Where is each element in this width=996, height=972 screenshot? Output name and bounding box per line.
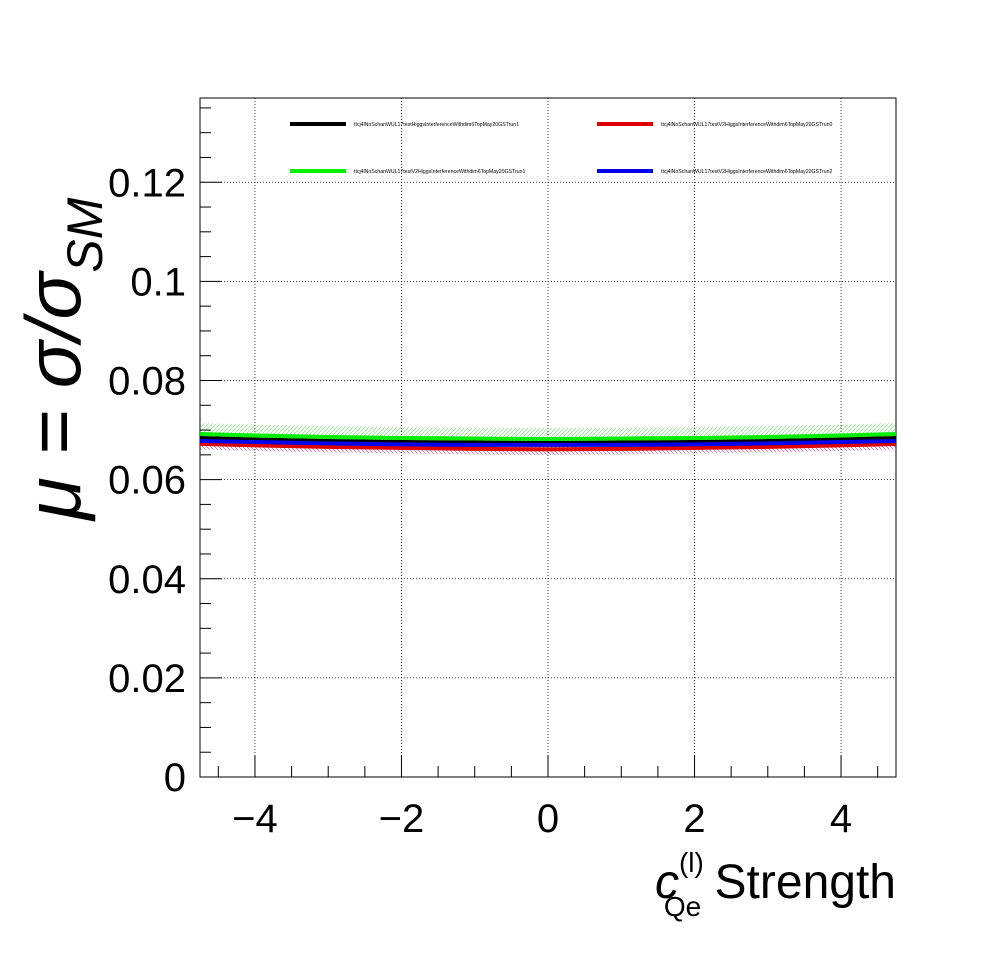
data-point [253,434,257,437]
data-point [327,445,330,449]
data-point [473,437,476,440]
data-point [200,439,202,443]
x-axis-title-main: c [655,856,679,909]
legend-label: ttcj4lNoSchanWUL17testV2HiggsInterferenc… [661,169,832,175]
data-point [200,442,202,446]
data-point [327,442,330,445]
x-tick-label: 4 [830,797,852,841]
legend-label: ttcj4lNoSchanWUL17testHiggsInterferenceW… [354,122,519,128]
data-point [473,447,476,451]
data-point [620,437,623,440]
data-point [894,439,896,443]
x-tick-label: 2 [683,797,705,841]
y-tick-label: 0.04 [108,558,186,602]
y-axis-title: μ = σ/σSM [9,197,113,522]
data-point [473,443,476,447]
y-tick-labels: 0 0.02 0.04 0.06 0.08 0.1 0.12 [108,161,186,800]
y-tick-label: 0.08 [108,360,186,404]
x-tick-label: 0 [537,797,559,841]
y-tick-label: 0.02 [108,657,186,701]
x-axis-title-superscript: (l) [679,847,704,878]
x-axis-title-suffix: Strength [701,856,896,909]
y-tick-label: 0 [164,756,186,800]
data-point [766,435,769,439]
data-point [894,432,896,436]
axis-ticks [200,107,879,778]
data-point [620,447,623,451]
legend-label: ttcj4lNoSchanWUL17testV2HiggsInterferenc… [354,169,525,175]
data-point [400,436,403,440]
y-tick-label: 0.06 [108,459,186,503]
data-point [546,448,550,451]
y-tick-label: 0.1 [130,260,186,304]
series-lines [200,432,896,452]
data-point [546,443,550,447]
legend-entry: ttcj4lNoSchanWUL17testV2HiggsInterferenc… [290,169,525,175]
legend-entry: ttcj4lNoSchanWUL17testHiggsInterferenceW… [290,122,519,128]
data-point [200,436,202,440]
y-tick-label: 0.12 [108,161,186,205]
legend-entry: ttcj4lNoSchanWUL17testV2HiggsInterferenc… [597,122,832,128]
data-point [327,435,330,439]
legend-entry: ttcj4lNoSchanWUL17testV2HiggsInterferenc… [597,169,832,175]
data-point [620,443,623,447]
data-point [400,446,403,450]
data-point [693,446,696,450]
data-point [693,443,696,446]
data-point [200,432,202,436]
data-point [693,436,696,440]
data-point [766,442,769,445]
data-point [253,444,257,447]
y-axis-title-subscript: SM [57,197,113,272]
data-point [894,442,896,446]
x-axis-title: c(l) Qe Strength [655,847,896,922]
x-axis-title-subscript: Qe [664,891,701,922]
data-point [766,445,769,449]
data-point [894,436,896,440]
x-tick-label: −2 [379,797,425,841]
data-point [253,440,257,444]
data-point [839,434,843,437]
data-point [839,444,843,447]
data-point [400,443,403,446]
legend-label: ttcj4lNoSchanWUL17testV2HiggsInterferenc… [661,122,832,128]
legend: ttcj4lNoSchanWUL17testHiggsInterferenceW… [290,122,832,175]
x-tick-labels: −4 −2 0 2 4 [232,797,852,841]
y-axis-title-main: μ = σ/σ [9,270,97,522]
data-point [546,437,550,441]
data-point [839,440,843,444]
x-tick-label: −4 [232,797,278,841]
